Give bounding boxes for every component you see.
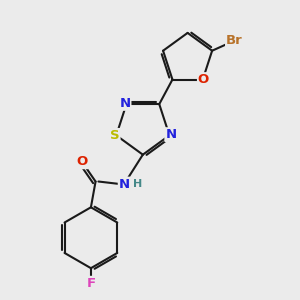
Text: H: H	[133, 179, 142, 189]
Text: O: O	[76, 155, 88, 168]
Text: O: O	[198, 73, 209, 86]
Text: N: N	[165, 128, 176, 141]
Text: N: N	[119, 178, 130, 190]
Text: S: S	[110, 129, 120, 142]
Text: Br: Br	[226, 34, 243, 47]
Text: F: F	[86, 277, 95, 290]
Text: N: N	[119, 97, 130, 110]
